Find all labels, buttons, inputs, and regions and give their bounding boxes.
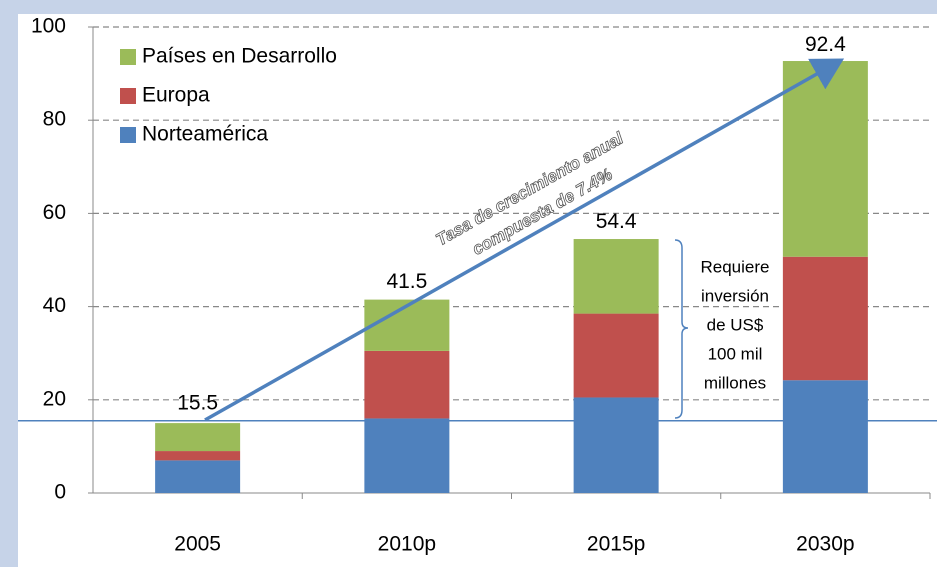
x-tick-label: 2005 bbox=[174, 533, 221, 556]
bar-segment bbox=[573, 239, 659, 314]
legend-label: Europa bbox=[142, 84, 210, 107]
bar-segment bbox=[364, 418, 450, 493]
y-tick-label: 20 bbox=[43, 387, 66, 410]
y-tick-label: 40 bbox=[43, 294, 66, 317]
bar-segment bbox=[782, 256, 868, 381]
bar-segment bbox=[573, 397, 659, 493]
y-tick-label: 60 bbox=[43, 201, 66, 224]
x-tick-label: 2015p bbox=[587, 533, 645, 556]
bracket bbox=[674, 239, 689, 419]
bar-segment bbox=[155, 423, 241, 452]
legend-label: Países en Desarrollo bbox=[142, 45, 337, 68]
y-tick-label: 0 bbox=[54, 481, 66, 504]
bar-segment bbox=[782, 61, 868, 257]
bar-segment bbox=[573, 313, 659, 398]
y-tick-label: 100 bbox=[31, 15, 66, 38]
x-tick-label: 2030p bbox=[796, 533, 854, 556]
total-label: 92.4 bbox=[805, 33, 846, 56]
bracket-note-line: millones bbox=[704, 373, 766, 392]
legend-swatch bbox=[120, 88, 136, 104]
legend-swatch bbox=[120, 49, 136, 65]
total-label: 15.5 bbox=[177, 391, 218, 414]
bracket-note-line: de US$ bbox=[707, 315, 764, 334]
x-tick-label: 2010p bbox=[378, 533, 436, 556]
legend-swatch bbox=[120, 127, 136, 143]
bar-segment bbox=[782, 380, 868, 493]
growth-arrow bbox=[204, 58, 845, 422]
bar-segment bbox=[155, 460, 241, 493]
legend-label: Norteamérica bbox=[142, 123, 268, 146]
total-label: 41.5 bbox=[386, 270, 427, 293]
bracket-note-line: Requiere bbox=[701, 257, 770, 276]
bar-segment bbox=[155, 451, 241, 461]
bar-segment bbox=[364, 350, 450, 419]
bracket-note-line: inversión bbox=[701, 286, 769, 305]
total-label: 54.4 bbox=[596, 210, 637, 233]
bar-segment bbox=[364, 299, 450, 351]
y-tick-label: 80 bbox=[43, 108, 66, 131]
bracket-note-line: 100 mil bbox=[708, 344, 763, 363]
